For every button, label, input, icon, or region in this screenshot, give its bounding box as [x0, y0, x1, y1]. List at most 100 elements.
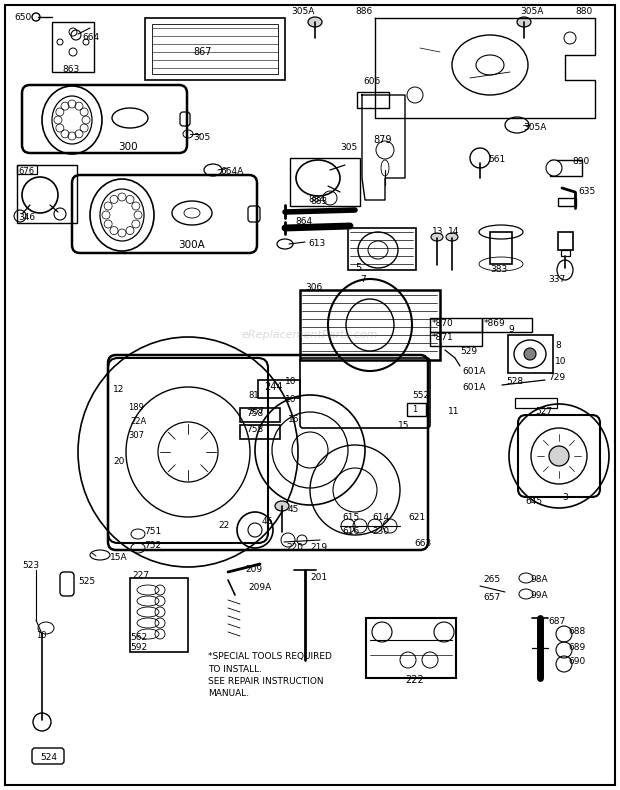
Text: 300A: 300A	[178, 240, 205, 250]
Text: 227: 227	[132, 571, 149, 581]
Text: 305A: 305A	[523, 123, 546, 133]
Text: 10: 10	[285, 378, 296, 386]
Text: 15A: 15A	[110, 554, 128, 562]
Ellipse shape	[549, 446, 569, 466]
Text: 5: 5	[355, 263, 361, 273]
Text: 690: 690	[568, 657, 585, 667]
Text: 614: 614	[372, 514, 389, 522]
Text: 230: 230	[372, 528, 389, 536]
Text: 20: 20	[113, 457, 125, 467]
Text: 688: 688	[568, 627, 585, 637]
Text: 46: 46	[262, 517, 273, 526]
Text: 664A: 664A	[220, 167, 243, 176]
Text: *SPECIAL TOOLS REQUIRED
TO INSTALL.
SEE REPAIR INSTRUCTION
MANUAL.: *SPECIAL TOOLS REQUIRED TO INSTALL. SEE …	[208, 652, 332, 698]
Text: 528: 528	[506, 378, 523, 386]
Text: 306: 306	[305, 284, 322, 292]
Text: 201: 201	[310, 574, 327, 582]
Bar	[152, 24, 278, 74]
Text: 606: 606	[363, 77, 380, 86]
Ellipse shape	[524, 348, 536, 360]
Text: 99A: 99A	[530, 592, 547, 600]
Text: 10: 10	[555, 358, 567, 367]
Bar	[366, 618, 456, 678]
Bar	[145, 18, 285, 80]
Text: 650: 650	[14, 13, 31, 22]
Text: 758: 758	[246, 408, 264, 417]
Text: 524: 524	[40, 754, 57, 762]
Text: 10: 10	[36, 630, 46, 639]
Text: 16: 16	[288, 416, 299, 424]
Text: *871: *871	[432, 333, 454, 343]
Bar	[357, 92, 389, 108]
Text: 13: 13	[432, 228, 443, 236]
Text: 9: 9	[508, 325, 514, 334]
Text: 305A: 305A	[520, 7, 543, 17]
Text: 657: 657	[483, 593, 500, 603]
Bar	[240, 408, 280, 422]
Bar	[348, 228, 416, 270]
Bar	[300, 290, 440, 360]
Text: 863: 863	[62, 66, 79, 74]
Text: 307: 307	[128, 431, 144, 441]
Text: 613: 613	[308, 239, 326, 249]
Text: 244: 244	[264, 382, 283, 392]
Text: 527: 527	[535, 408, 552, 416]
Bar	[430, 332, 482, 346]
Text: 867: 867	[193, 47, 211, 57]
Bar	[490, 232, 512, 264]
Text: 10: 10	[285, 396, 296, 404]
Text: 7: 7	[360, 276, 366, 284]
Text: 601A: 601A	[462, 383, 485, 393]
Text: 752: 752	[144, 541, 161, 551]
Text: *869: *869	[484, 319, 506, 329]
Ellipse shape	[517, 17, 531, 27]
Text: 561: 561	[488, 156, 505, 164]
Text: 645: 645	[525, 498, 542, 506]
Text: 220: 220	[286, 544, 303, 552]
Text: 552: 552	[412, 390, 429, 400]
Text: 592: 592	[130, 644, 147, 653]
Text: 11: 11	[448, 408, 459, 416]
Bar	[17, 165, 37, 174]
Text: 886: 886	[355, 7, 372, 17]
Text: 523: 523	[22, 562, 39, 570]
Text: 45: 45	[288, 506, 299, 514]
Text: 209: 209	[245, 566, 262, 574]
Ellipse shape	[446, 233, 458, 241]
Bar	[558, 232, 573, 250]
Text: 22A: 22A	[130, 417, 146, 427]
Text: 890: 890	[572, 157, 589, 167]
Text: 209A: 209A	[248, 584, 272, 592]
Ellipse shape	[546, 160, 562, 176]
Text: 22: 22	[218, 521, 229, 529]
Text: 758: 758	[246, 426, 264, 434]
Text: 98A: 98A	[530, 575, 547, 585]
Bar	[290, 158, 360, 206]
Text: 346: 346	[18, 213, 35, 223]
Text: 616: 616	[342, 528, 359, 536]
Text: 337: 337	[548, 276, 565, 284]
Text: 3: 3	[562, 494, 568, 502]
Bar	[550, 160, 582, 176]
Text: 751: 751	[144, 528, 161, 536]
Text: 189: 189	[128, 404, 144, 412]
Text: 883: 883	[310, 198, 327, 206]
Text: 15: 15	[398, 420, 409, 430]
Text: 305: 305	[193, 134, 210, 142]
Text: 635: 635	[578, 187, 595, 197]
Text: 222: 222	[405, 675, 423, 685]
Bar	[482, 318, 532, 332]
Text: 562: 562	[130, 634, 147, 642]
Ellipse shape	[275, 501, 289, 511]
Text: 687: 687	[548, 618, 565, 626]
Text: 14: 14	[448, 228, 459, 236]
Text: 880: 880	[575, 7, 592, 17]
Text: 601A: 601A	[462, 367, 485, 377]
Bar	[558, 198, 576, 206]
Bar	[240, 425, 280, 439]
Bar	[508, 335, 553, 373]
Text: 676: 676	[18, 167, 34, 175]
Bar	[130, 578, 188, 652]
Bar	[515, 398, 557, 408]
Text: 305: 305	[340, 144, 357, 152]
